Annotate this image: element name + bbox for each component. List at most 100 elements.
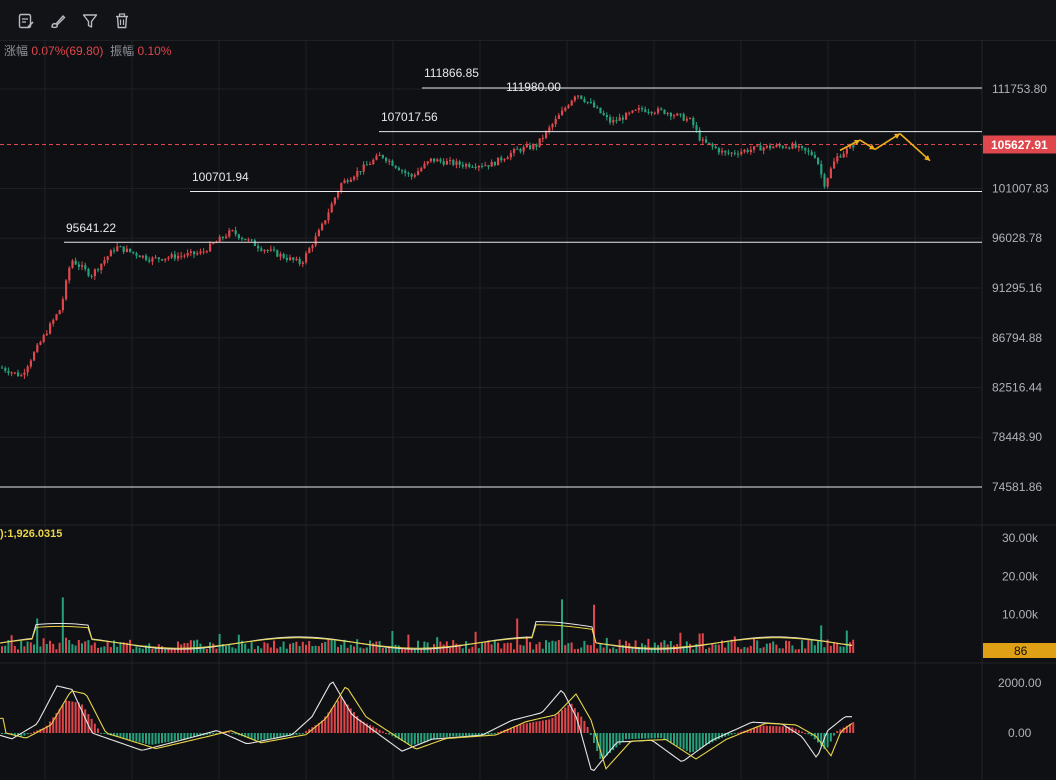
candle-body	[663, 109, 666, 114]
macd-bar	[839, 729, 842, 733]
candle-body	[257, 246, 260, 249]
macd-bar	[647, 733, 650, 739]
volume-bar	[506, 642, 509, 653]
macd-bar	[404, 733, 407, 743]
candle	[100, 263, 103, 274]
volume-bar	[154, 646, 157, 653]
volume-bar	[730, 639, 733, 653]
macd-bar	[650, 733, 653, 739]
macd-bar	[295, 733, 298, 735]
candle	[106, 255, 109, 264]
macd-bar	[429, 733, 432, 741]
volume-bar	[673, 645, 675, 653]
candle	[439, 157, 442, 164]
macd-bar	[657, 733, 659, 739]
macd-bar	[820, 733, 823, 746]
macd-bar	[689, 733, 691, 753]
volume-series	[1, 597, 855, 653]
volume-bar	[436, 637, 439, 653]
candle-body	[557, 115, 560, 119]
macd-bar	[113, 733, 115, 737]
candle-body	[596, 107, 599, 109]
macd-bar	[727, 733, 730, 736]
candle	[813, 151, 816, 159]
candle-body	[285, 257, 288, 260]
candle-body	[77, 264, 80, 267]
macd-bar	[381, 731, 384, 733]
candle-body	[301, 262, 304, 264]
candle-body	[433, 158, 436, 162]
volume-bar	[106, 641, 109, 653]
filter-icon[interactable]	[80, 11, 100, 31]
candle	[801, 145, 804, 151]
macd-bar	[609, 733, 611, 753]
candle	[724, 150, 727, 156]
macd-bar	[481, 733, 483, 735]
candle	[61, 296, 64, 313]
candle-body	[292, 257, 295, 260]
candle-body	[132, 251, 135, 253]
volume-bar	[362, 648, 365, 653]
candle	[285, 254, 288, 263]
candle-body	[404, 170, 407, 173]
candle	[666, 111, 669, 117]
candle-body	[205, 251, 208, 253]
candle	[1, 365, 4, 369]
candle	[621, 114, 624, 124]
volume-bar	[218, 633, 221, 653]
candle	[202, 247, 205, 255]
macd-bar	[583, 720, 586, 733]
candle	[561, 106, 564, 116]
macd-bar	[589, 733, 592, 735]
candle	[461, 161, 464, 169]
candle	[503, 158, 506, 163]
macd-bar	[353, 712, 355, 733]
volume-bar	[429, 647, 432, 653]
macd-bar	[87, 714, 90, 733]
macd-bar	[692, 733, 695, 752]
macd-bar	[173, 733, 176, 741]
volume-bar	[820, 625, 823, 653]
volume-bar	[337, 647, 339, 653]
candle-body	[554, 118, 557, 125]
trash-icon[interactable]	[112, 11, 132, 31]
macd-bar	[695, 733, 698, 751]
candle	[359, 170, 362, 175]
candle	[685, 116, 688, 123]
candle-body	[407, 172, 410, 175]
macd-bar	[266, 733, 269, 739]
candle-body	[673, 115, 676, 117]
volume-bar	[727, 642, 730, 653]
macd-bar	[676, 733, 679, 747]
volume-bar	[532, 649, 535, 653]
volume-bar	[103, 646, 106, 653]
candle-body	[647, 111, 650, 113]
candle-body	[749, 149, 752, 152]
candle	[330, 201, 333, 213]
macd-bar	[439, 733, 442, 738]
volume-bar	[529, 642, 531, 653]
candle	[605, 112, 608, 121]
macd-bar	[23, 733, 26, 736]
volume-bar	[804, 648, 807, 653]
macd-bar	[298, 733, 301, 735]
candle-body	[682, 114, 685, 121]
candle-body	[378, 154, 381, 156]
candle	[436, 158, 439, 162]
volume-bar	[708, 647, 711, 653]
current-price-tag	[983, 135, 1056, 154]
candle	[692, 116, 695, 129]
macd-bar	[141, 733, 144, 744]
macd-bar	[276, 733, 279, 738]
candle	[17, 369, 20, 377]
candle-body	[381, 154, 384, 158]
edit-note-icon[interactable]	[16, 11, 36, 31]
candle	[564, 106, 567, 112]
brush-icon[interactable]	[48, 11, 68, 31]
candle	[778, 142, 781, 149]
volume-bar	[669, 640, 672, 653]
candle-body	[186, 252, 189, 256]
candle-body	[657, 108, 660, 113]
candle	[113, 247, 116, 254]
